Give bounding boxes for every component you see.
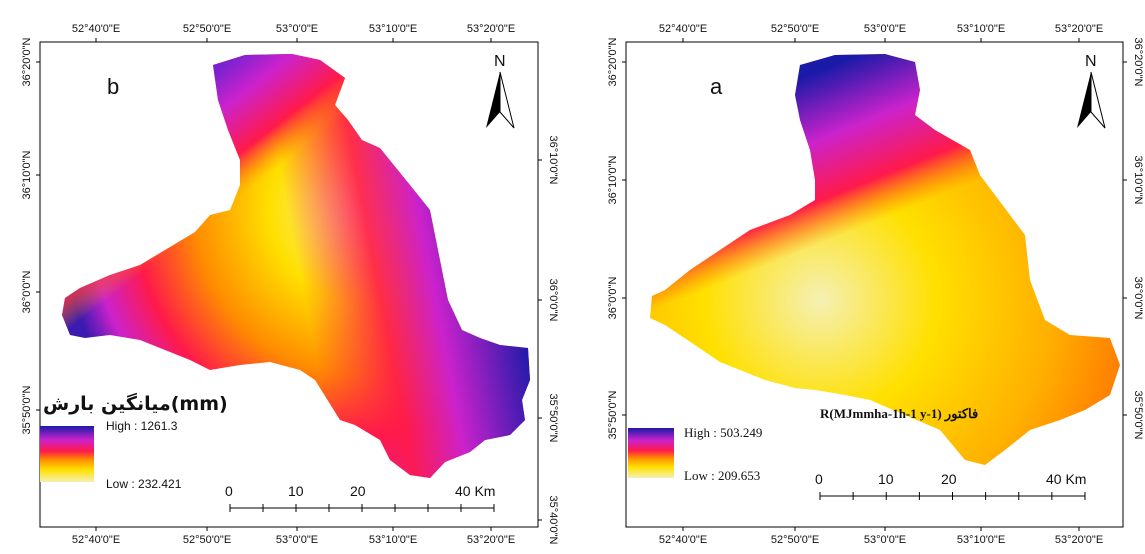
left-tick-label: 36°0'0"N [607, 277, 619, 320]
right-tick-label: 36°10'0"N [547, 136, 559, 185]
bottom-tick-label: 52°40'0"E [659, 534, 707, 546]
bottom-tick-label: 53°0'0"E [276, 534, 318, 546]
scale-label: 0 [815, 471, 823, 487]
top-tick-label: 53°10'0"E [957, 23, 1005, 35]
top-tick-label: 52°40'0"E [72, 23, 120, 35]
right-tick-label: 35°50'0"N [1132, 391, 1144, 440]
left-tick-label: 36°10'0"N [607, 155, 619, 204]
top-tick-label: 52°40'0"E [659, 23, 707, 35]
map-a-legend: فاکتور R(MJmmha-1h-1 y-1) High : 503.249… [628, 406, 978, 483]
north-arrow-icon [486, 72, 500, 128]
right-tick-label: 36°0'0"N [1132, 277, 1144, 320]
map-b-scale-bar: 0 10 20 40 Km [225, 483, 495, 512]
scale-label: 40 Km [455, 483, 495, 499]
map-a-panel-label: a [710, 74, 723, 99]
right-tick-label: 35°40'0"N [547, 496, 559, 545]
scale-label: 20 [350, 483, 366, 499]
map-b-legend-high: High : 1261.3 [106, 419, 178, 433]
bottom-tick-label: 53°10'0"E [957, 534, 1005, 546]
map-a-ticks: 52°40'0"E 52°50'0"E 53°0'0"E 53°10'0"E 53°20… [607, 23, 1144, 546]
bottom-tick-label: 52°40'0"E [72, 534, 120, 546]
left-tick-label: 36°20'0"N [21, 37, 33, 86]
map-a-north-arrow: N [1077, 53, 1106, 129]
left-tick-label: 36°20'0"N [607, 37, 619, 86]
left-tick-label: 36°10'0"N [21, 150, 33, 199]
scale-label: 20 [941, 471, 957, 487]
map-a-scale-bar: 0 10 20 40 Km [815, 471, 1086, 500]
scale-label: 10 [878, 471, 894, 487]
top-tick-label: 52°50'0"E [183, 23, 231, 35]
map-b-legend-ramp [40, 426, 94, 482]
map-a-legend-high: High : 503.249 [684, 425, 762, 440]
top-tick-label: 52°50'0"E [771, 23, 819, 35]
top-tick-label: 53°0'0"E [276, 23, 318, 35]
map-b-legend: میانگین بارش(mm) High : 1261.3 Low : 232… [40, 392, 228, 491]
bottom-tick-label: 53°10'0"E [369, 534, 417, 546]
top-tick-label: 53°10'0"E [369, 23, 417, 35]
left-tick-label: 35°50'0"N [21, 385, 33, 434]
north-arrow-icon [1077, 72, 1091, 128]
map-b-panel-label: b [107, 74, 119, 99]
top-tick-label: 53°20'0"E [1055, 23, 1103, 35]
map-a-legend-low: Low : 209.653 [684, 468, 760, 483]
right-tick-label: 36°20'0"N [1132, 38, 1144, 87]
bottom-tick-label: 52°50'0"E [771, 534, 819, 546]
map-b-ticks: 52°40'0"E 52°50'0"E 53°0'0"E 53°10'0"E 53°20… [21, 23, 559, 546]
scale-label: 40 Km [1046, 471, 1086, 487]
right-tick-label: 35°50'0"N [547, 394, 559, 443]
north-label: N [494, 53, 506, 70]
map-a-legend-title: فاکتور R(MJmmha-1h-1 y-1) [820, 406, 978, 422]
bottom-tick-label: 53°20'0"E [467, 534, 515, 546]
bottom-tick-label: 52°50'0"E [183, 534, 231, 546]
top-tick-label: 53°20'0"E [467, 23, 515, 35]
scale-label: 10 [288, 483, 304, 499]
map-b-legend-title: میانگین بارش(mm) [43, 392, 228, 415]
bottom-tick-label: 53°0'0"E [864, 534, 906, 546]
map-b-legend-low: Low : 232.421 [106, 477, 182, 491]
top-tick-label: 53°0'0"E [864, 23, 906, 35]
left-tick-label: 36°0'0"N [21, 271, 33, 314]
bottom-tick-label: 53°20'0"E [1055, 534, 1103, 546]
north-label: N [1085, 53, 1097, 70]
right-tick-label: 36°10'0"N [1132, 156, 1144, 205]
map-b-north-arrow: N [486, 53, 515, 129]
map-a-legend-ramp [628, 428, 674, 478]
right-tick-label: 36°0'0"N [547, 279, 559, 322]
scale-label: 0 [225, 483, 233, 499]
left-tick-label: 35°50'0"N [607, 390, 619, 439]
